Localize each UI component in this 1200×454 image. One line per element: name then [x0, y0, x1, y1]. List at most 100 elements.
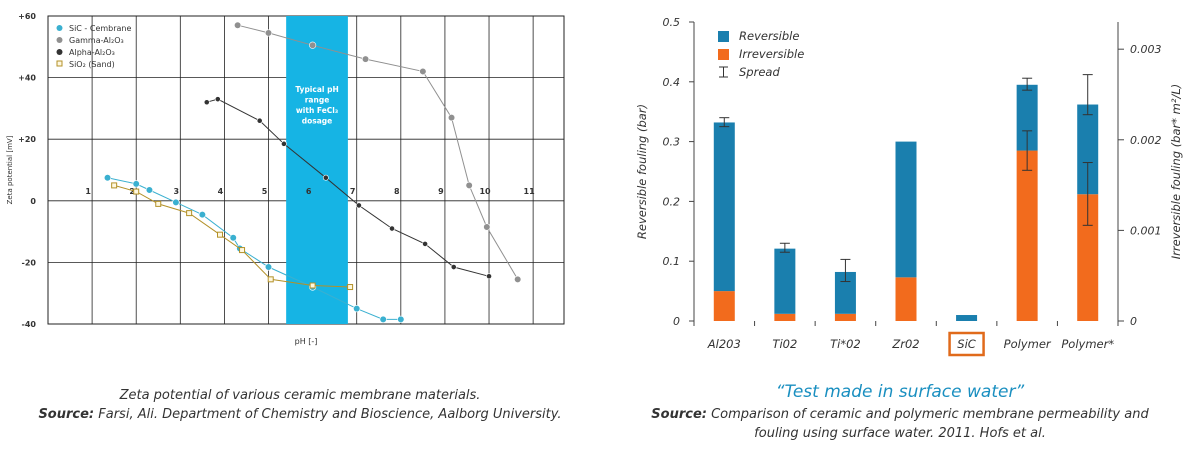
- bar-reversible: [834, 271, 856, 314]
- legend-marker: [56, 60, 63, 67]
- y2-tick-label: 0.002: [1130, 134, 1162, 147]
- y-tick-label: -40: [22, 320, 37, 329]
- y-tick-label: +40: [18, 74, 36, 83]
- data-point: [264, 29, 273, 37]
- data-point: [267, 276, 274, 283]
- y-tick-label: 0: [30, 197, 36, 206]
- y-tick-label: +60: [18, 12, 36, 21]
- data-point: [347, 284, 354, 291]
- fouling-chart: 0 0.1 0.2 0.3 0.4 0.5 0 0.001 0.002 0.003 Al203 Ti0…: [635, 16, 1183, 357]
- y-tick-label: 0.3: [663, 136, 681, 149]
- data-point: [447, 114, 456, 122]
- data-point: [356, 202, 362, 209]
- x-tick-label: 4: [218, 187, 224, 196]
- category-label: Ti02: [772, 337, 797, 351]
- legend-label: Spread: [739, 65, 780, 79]
- data-point: [361, 55, 370, 63]
- right-source-text: Comparison of ceramic and polymeric memb…: [711, 407, 1149, 441]
- legend-swatch: [718, 49, 729, 60]
- data-point: [234, 21, 242, 29]
- data-point: [103, 174, 112, 182]
- data-point: [229, 234, 237, 242]
- x-tick-label: 2: [129, 187, 135, 196]
- data-point: [133, 188, 140, 195]
- data-point: [239, 247, 246, 254]
- x-tick-label: 11: [524, 187, 536, 196]
- legend-label: Alpha-Al₂O₃: [69, 48, 115, 57]
- legend-label: Irreversible: [739, 47, 804, 61]
- x-tick-label: 7: [350, 187, 356, 196]
- series-line: [206, 98, 490, 277]
- right-caption: Source: Comparison of ceramic and polyme…: [640, 405, 1160, 443]
- y-tick-label: 0.2: [663, 195, 681, 208]
- x-tick-label: 10: [479, 187, 491, 196]
- bar-reversible: [956, 315, 978, 321]
- y-tick-label: 0: [673, 315, 680, 328]
- category-label: Ti*02: [830, 337, 861, 351]
- data-point: [198, 211, 206, 219]
- bar-irreversible: [834, 313, 856, 321]
- x-tick-label: 6: [306, 187, 312, 196]
- y2-tick-label: 0.003: [1130, 43, 1162, 56]
- bar-irreversible: [895, 277, 917, 321]
- data-point: [486, 273, 492, 280]
- category-label: Polymer*: [1061, 337, 1114, 351]
- x-axis-label: pH [-]: [295, 337, 318, 346]
- data-point: [379, 315, 387, 323]
- x-tick-label: 1: [85, 187, 91, 196]
- sic-highlight-box: [948, 331, 985, 357]
- y-axis-label: Zeta potential [mV]: [6, 135, 14, 204]
- category-label: SiC: [957, 337, 976, 351]
- left-caption-source: Source: Farsi, Ali. Department of Chemis…: [20, 405, 580, 424]
- legend-label: Gamma-Al₂O₃: [69, 36, 124, 45]
- fouling-panel: 0 0.1 0.2 0.3 0.4 0.5 0 0.001 0.002 0.003 Al203 Ti0…: [600, 0, 1200, 454]
- legend-marker: [56, 25, 63, 31]
- left-source-label: Source:: [38, 407, 95, 422]
- bar-reversible: [895, 141, 917, 278]
- bar-irreversible: [713, 291, 735, 321]
- data-point: [281, 140, 287, 147]
- data-point: [186, 210, 193, 217]
- data-point: [111, 182, 118, 189]
- data-point: [419, 67, 427, 76]
- bar-reversible: [713, 122, 735, 292]
- data-point: [264, 263, 273, 271]
- legend-label: Reversible: [739, 29, 799, 43]
- legend-marker: [56, 49, 63, 55]
- data-point: [132, 180, 140, 188]
- data-point: [465, 181, 473, 189]
- legend-swatch: [718, 31, 729, 42]
- data-point: [422, 241, 428, 247]
- data-point: [172, 198, 180, 206]
- y-tick-label: 0.1: [663, 255, 681, 268]
- data-point: [397, 315, 405, 323]
- y2-tick-label: 0: [1130, 315, 1137, 328]
- data-point: [203, 99, 210, 106]
- data-point: [483, 223, 491, 231]
- left-source-text: Farsi, Ali. Department of Chemistry and …: [98, 407, 562, 422]
- category-label: Al203: [707, 337, 741, 351]
- data-point: [145, 186, 154, 194]
- y2-tick-label: 0.001: [1130, 224, 1162, 237]
- left-caption: Zeta potential of various ceramic membra…: [20, 386, 580, 424]
- y2-axis-label: Irreversible fouling (bar* m²/L): [1169, 84, 1183, 260]
- legend-label: SiO₂ (Sand): [69, 60, 115, 69]
- data-point: [322, 174, 329, 181]
- left-caption-title: Zeta potential of various ceramic membra…: [119, 388, 481, 403]
- data-point: [389, 225, 395, 232]
- right-quote: “Test made in surface water”: [775, 382, 1025, 402]
- data-point: [353, 305, 361, 313]
- x-tick-label: 3: [174, 187, 180, 196]
- data-point: [450, 264, 457, 270]
- y-tick-label: -20: [22, 258, 37, 267]
- y-axis-label: Reversible fouling (bar): [635, 104, 649, 239]
- y-tick-label: 0.4: [663, 76, 681, 89]
- data-point: [309, 41, 317, 49]
- y-tick-label: +20: [18, 135, 36, 144]
- category-label: Polymer: [1004, 337, 1052, 351]
- bar-irreversible: [1077, 194, 1099, 321]
- legend-marker: [56, 37, 63, 43]
- data-point: [155, 200, 162, 207]
- bar-reversible: [1016, 84, 1038, 151]
- data-point: [514, 275, 522, 283]
